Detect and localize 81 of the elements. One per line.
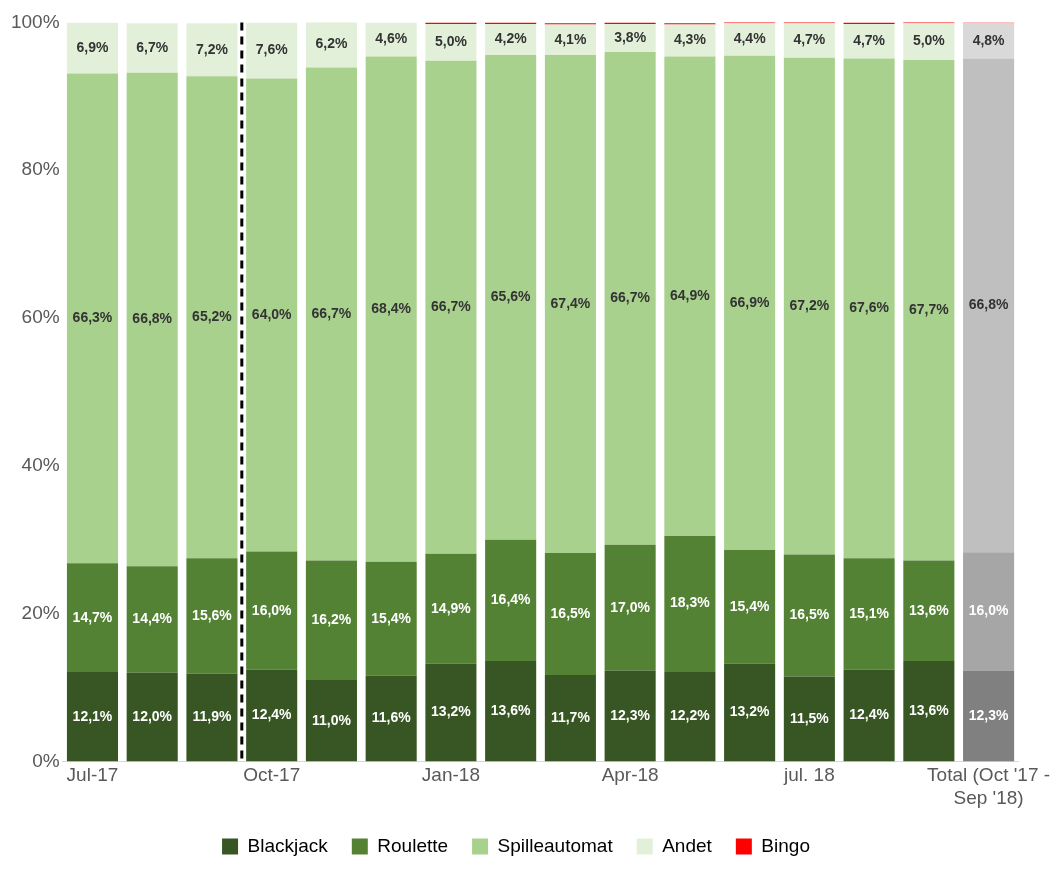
data-label: 12,3% [968,706,1009,723]
data-label: 16,5% [550,604,591,621]
data-label: 14,7% [72,608,113,625]
data-label: 66,9% [729,293,771,310]
data-label: 67,6% [849,299,890,316]
legend-label: Bingo [761,834,810,856]
legend-label: Spilleautomat [497,834,614,856]
data-label: 13,6% [909,702,950,719]
data-label: 64,0% [251,305,293,322]
data-label: 4,6% [375,30,408,47]
data-label: 5,0% [434,33,468,50]
data-label: 13,6% [490,702,532,719]
data-label: 6,7% [136,38,169,55]
x-tick-label: Total (Oct '17 - Sep '18) [927,764,1051,808]
data-label: 16,4% [490,591,532,608]
data-label: 18,3% [670,594,711,611]
data-label: 12,4% [251,706,293,723]
data-label: 15,1% [849,604,890,621]
data-label: 15,4% [729,597,771,614]
data-label: 15,4% [371,609,412,626]
data-label: 4,2% [494,30,528,47]
data-label: 11,9% [192,708,232,725]
x-tick-label: Jan-18 [421,764,480,786]
data-label: 4,3% [673,31,707,48]
data-label: 6,2% [315,35,348,52]
data-label: 66,8% [968,296,1009,313]
data-label: 67,7% [909,301,950,318]
data-label: 4,7% [793,31,826,48]
data-label: 66,7% [610,289,651,306]
data-label: 4,4% [733,30,767,47]
data-label: 12,0% [132,707,173,724]
data-label: 16,2% [311,611,352,628]
data-label: 16,5% [789,606,830,623]
legend-label: Andet [662,834,713,856]
y-tick-label: 60% [21,306,60,328]
data-label: 11,0% [311,711,352,728]
data-label: 4,8% [972,31,1006,48]
data-label: 12,3% [610,706,651,723]
data-label: 66,3% [72,309,113,326]
x-tick-label: jul. 18 [783,764,835,786]
data-label: 64,9% [670,287,711,304]
data-label: 17,0% [610,598,651,615]
data-label: 66,7% [311,304,352,321]
data-label: 15,6% [192,606,233,623]
data-label: 11,5% [789,709,830,726]
data-label: 11,7% [550,709,591,726]
data-label: 65,6% [490,288,532,305]
data-label: 12,2% [670,707,711,724]
data-label: 12,4% [849,706,890,723]
y-tick-label: 20% [21,601,60,623]
data-label: 7,2% [195,40,229,57]
x-tick-label: Oct-17 [243,764,301,786]
data-label: 6,9% [76,38,109,55]
data-label: 11,6% [371,709,412,726]
data-label: 7,6% [255,41,289,58]
data-label: 66,8% [132,310,173,327]
data-label: 65,2% [192,308,233,325]
data-label: 13,6% [909,601,950,618]
y-tick-label: 0% [32,749,60,771]
data-label: 16,0% [251,601,293,618]
legend-label: Blackjack [247,834,329,856]
data-label: 13,2% [431,703,472,720]
data-label: 14,9% [431,599,472,616]
data-label: 66,7% [431,298,472,315]
x-tick-label: Jul-17 [66,764,119,786]
data-label: 4,1% [554,30,587,47]
data-label: 4,7% [853,32,886,49]
data-label: 67,4% [550,294,591,311]
data-label: 5,0% [912,32,946,49]
data-label: 68,4% [371,299,412,316]
data-label: 13,2% [729,703,771,720]
y-tick-label: 80% [21,158,60,180]
data-label: 67,2% [789,297,830,314]
y-tick-label: 100% [10,10,60,32]
data-label: 12,1% [72,707,113,724]
data-label: 16,0% [968,602,1009,619]
y-tick-label: 40% [21,454,60,476]
legend-label: Roulette [377,834,449,856]
data-label: 3,8% [614,28,647,45]
data-label: 14,4% [132,610,173,627]
x-tick-label: Apr-18 [601,764,659,786]
